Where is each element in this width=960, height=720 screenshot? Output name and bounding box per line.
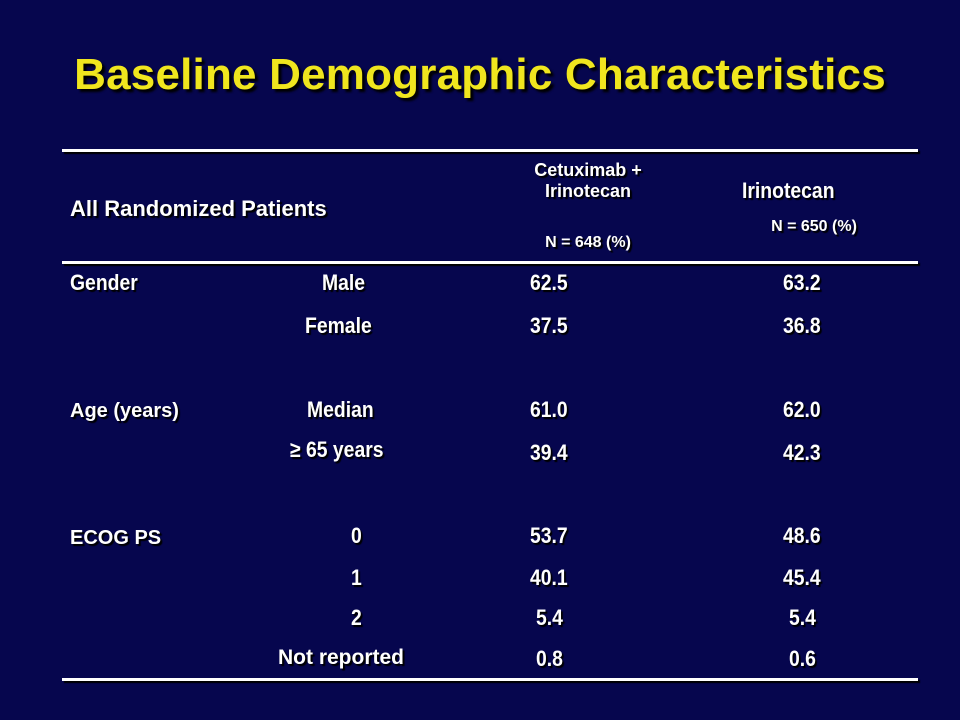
row-sub-label: Male bbox=[322, 270, 366, 295]
row-sub-label: Not reported bbox=[278, 646, 404, 669]
arm2-header: Irinotecan bbox=[742, 178, 835, 203]
row-arm1-value: 62.5 bbox=[530, 270, 568, 295]
row-arm2-value: 45.4 bbox=[783, 565, 821, 590]
row-arm2-value: 5.4 bbox=[789, 605, 816, 630]
table-top-rule bbox=[62, 149, 918, 152]
row-arm2-value: 42.3 bbox=[783, 440, 821, 465]
row-sub-label: 1 bbox=[351, 565, 362, 590]
row-arm2-value: 62.0 bbox=[783, 397, 821, 422]
slide-title: Baseline Demographic Characteristics bbox=[74, 50, 886, 99]
table-bottom-rule bbox=[62, 678, 918, 681]
row-arm1-value: 53.7 bbox=[530, 523, 568, 548]
row-arm1-value: 5.4 bbox=[536, 605, 563, 630]
row-sub-label: Female bbox=[305, 313, 372, 338]
group-label-ecog: ECOG PS bbox=[70, 527, 162, 549]
row-arm2-value: 48.6 bbox=[783, 523, 821, 548]
row-sub-label: 0 bbox=[351, 523, 362, 548]
arm1-n: N = 648 (%) bbox=[545, 234, 631, 251]
row-sub-label: 2 bbox=[351, 605, 362, 630]
row-sub-label: Median bbox=[307, 397, 374, 422]
row-arm1-value: 0.8 bbox=[536, 646, 563, 671]
row-arm2-value: 0.6 bbox=[789, 646, 816, 671]
group-label-age: Age (years) bbox=[70, 400, 179, 422]
arm2-n: N = 650 (%) bbox=[771, 218, 857, 235]
group-label-gender: Gender bbox=[70, 270, 138, 295]
arm1-header-line2: Irinotecan bbox=[544, 181, 632, 201]
table-header-rule bbox=[62, 261, 918, 264]
row-arm1-value: 61.0 bbox=[530, 397, 568, 422]
row-arm2-value: 36.8 bbox=[783, 313, 821, 338]
row-arm1-value: 40.1 bbox=[530, 565, 568, 590]
row-arm1-value: 37.5 bbox=[530, 313, 568, 338]
row-arm1-value: 39.4 bbox=[530, 440, 568, 465]
arm1-header-line1: Cetuximab + bbox=[534, 160, 642, 180]
population-header: All Randomized Patients bbox=[70, 196, 327, 221]
row-arm2-value: 63.2 bbox=[783, 270, 821, 295]
row-sub-label: ≥ 65 years bbox=[290, 437, 384, 462]
